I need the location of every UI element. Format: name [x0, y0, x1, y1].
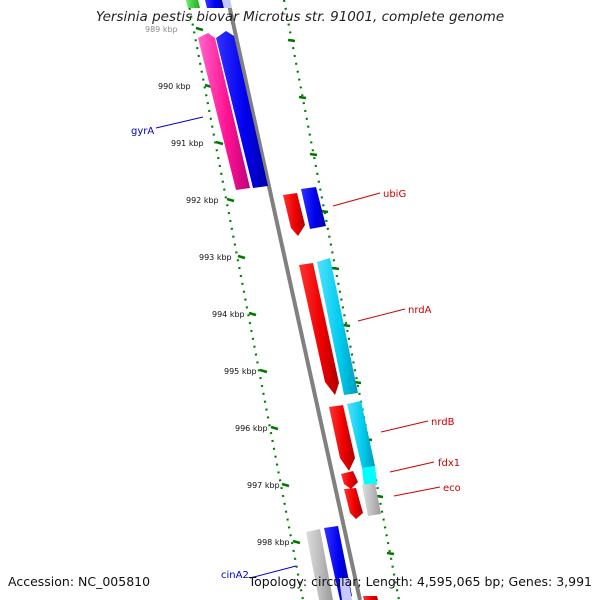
fdx1-leader [389, 461, 435, 473]
feature-green [186, 0, 200, 8]
right-major-ticks [287, 38, 395, 556]
gyrA-leader [155, 116, 204, 129]
left-dotted-track [186, 0, 305, 600]
gene-label-nrdB[interactable]: nrdB [431, 417, 455, 428]
right-dotted-track [282, 0, 401, 600]
feature-nrdA-cyan [317, 258, 358, 395]
cinA2-leader [249, 565, 297, 579]
nrdA-leader [357, 308, 406, 322]
genome-title: Yersinia pestis biovar Microtus str. 910… [95, 9, 505, 25]
tick-label: 994 kbp [212, 310, 245, 319]
gene-label-ubiG[interactable]: ubiG [383, 189, 406, 200]
tick-label: 991 kbp [171, 139, 204, 148]
feature-eco-grey [362, 483, 381, 516]
feature-cyan-bright [362, 466, 377, 486]
tick-label: 995 kbp [224, 367, 257, 376]
tick-label: 989 kbp [145, 25, 178, 34]
tick-labels: 989 kbp 990 kbp 991 kbp 992 kbp 993 kbp … [145, 25, 290, 547]
genome-summary-text: Topology: circular; Length: 4,595,065 bp… [248, 574, 592, 589]
feature-ubiG-blue [301, 187, 326, 229]
nrdB-leader [380, 420, 429, 433]
tick-label: 998 kbp [257, 538, 290, 547]
gene-label-nrdA[interactable]: nrdA [408, 305, 432, 316]
feature-eco-red [344, 488, 363, 519]
gene-label-cinA2[interactable]: cinA2 [221, 570, 249, 581]
tick-label: 997 kbp [247, 481, 280, 490]
gene-leaders [155, 116, 441, 579]
tick-label: 990 kbp [158, 82, 191, 91]
feature-lightblue-top [222, 0, 232, 8]
gene-labels: gyrA ubiG nrdA nrdB fdx1 eco cinA2 [131, 126, 461, 581]
feature-gyrA-blue [216, 31, 268, 188]
feature-fdx1-red [341, 471, 358, 489]
feature-gyrA-pink [198, 33, 250, 190]
feature-red-bottom [363, 596, 378, 600]
features [186, 0, 381, 600]
feature-nrdB-red [329, 405, 355, 471]
major-ticks [195, 26, 301, 545]
gene-label-fdx1[interactable]: fdx1 [438, 458, 460, 469]
feature-nrdB-cyan [347, 401, 375, 468]
genome-backbone [226, 0, 362, 600]
tick-label: 992 kbp [186, 196, 219, 205]
gene-label-eco[interactable]: eco [443, 483, 461, 494]
feature-blue-top [205, 0, 224, 8]
feature-lightblue-bottom [339, 578, 352, 600]
gene-label-gyrA[interactable]: gyrA [131, 126, 154, 137]
feature-nrdA-red [299, 263, 339, 395]
accession-text: Accession: NC_005810 [8, 574, 151, 589]
ubiG-leader [332, 192, 381, 207]
tick-label: 996 kbp [235, 424, 268, 433]
feature-grey-bottom [306, 529, 333, 600]
eco-leader [393, 486, 441, 497]
tick-label: 993 kbp [199, 253, 232, 262]
feature-ubiG-red [283, 193, 305, 236]
